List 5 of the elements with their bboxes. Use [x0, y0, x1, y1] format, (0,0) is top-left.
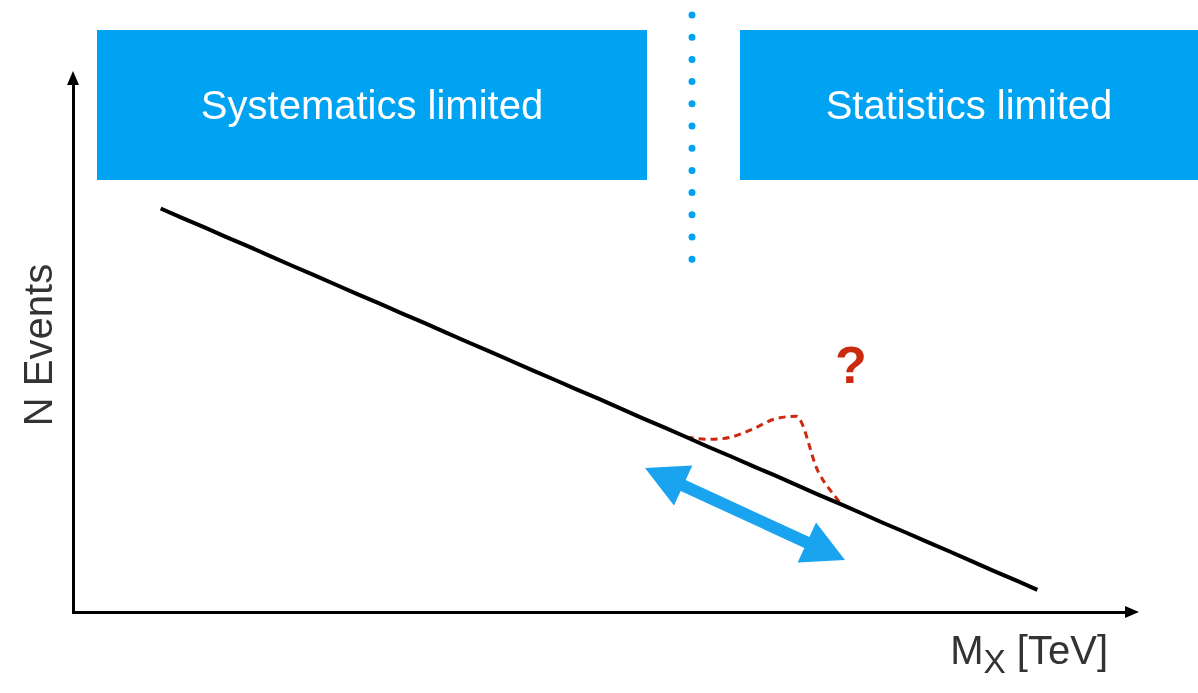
heading-box: Systematics limited: [97, 30, 647, 180]
x-axis-title: M$_{X}$ [TeV]: [950, 628, 1108, 681]
y-axis-title: N Events: [15, 263, 61, 427]
annotation: ?: [835, 335, 867, 395]
heading-box: Statistics limited: [740, 30, 1198, 180]
